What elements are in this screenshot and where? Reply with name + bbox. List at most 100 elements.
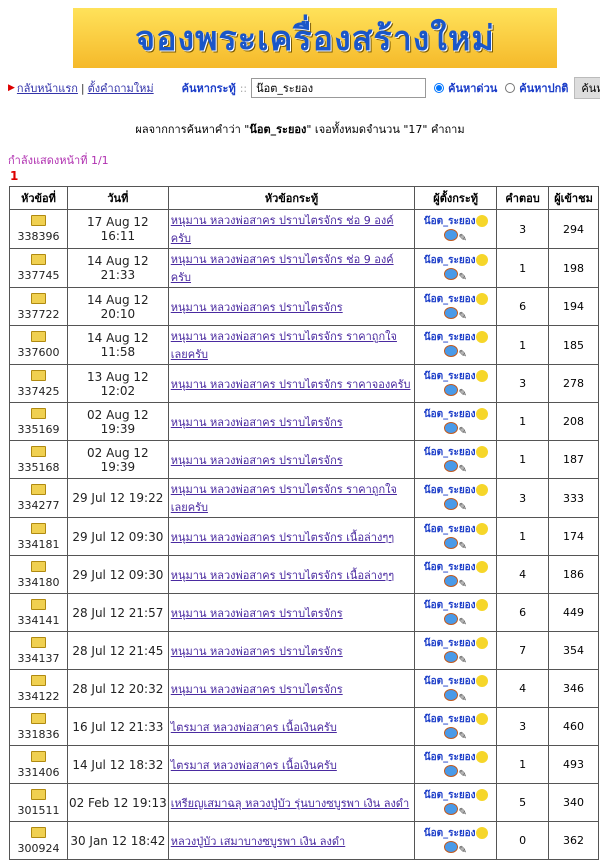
- author-name[interactable]: น๊อต_ระยอง: [423, 255, 476, 266]
- topic-id-cell: 334137: [9, 631, 68, 670]
- author-name[interactable]: น๊อต_ระยอง: [423, 408, 476, 420]
- topic-replies: 1: [496, 517, 550, 556]
- nav-bar: ▶ กลับหน้าแรก | ตั้งคำถามใหม่ ค้นหากระทู…: [8, 77, 600, 99]
- author-name[interactable]: น๊อต_ระยอง: [423, 485, 476, 496]
- topic-id: 334137: [17, 651, 60, 665]
- topic-date: 29 Jul 12 19:22: [66, 478, 169, 518]
- topic-title-link[interactable]: หนุมาน หลวงพ่อสาคร ปราบไตรจักร ช่อ 9 องค…: [170, 214, 394, 245]
- author-name[interactable]: น๊อต_ระยอง: [423, 216, 476, 227]
- topic-title-cell: หนุมาน หลวงพ่อสาคร ปราบไตรจักร: [167, 631, 416, 670]
- folder-icon: [30, 445, 46, 457]
- topic-title-link[interactable]: หนุมาน หลวงพ่อสาคร ปราบไตรจักร ราคาถูกใจ…: [170, 483, 397, 514]
- topic-date: 02 Aug 12 19:39: [66, 440, 169, 479]
- folder-icon: [30, 826, 46, 838]
- folder-icon: [30, 331, 46, 342]
- microphone-icon: ✎: [458, 844, 467, 856]
- mask-icon: [443, 268, 458, 280]
- topic-title-link[interactable]: หนุมาน หลวงพ่อสาคร ปราบไตรจักร: [170, 606, 343, 620]
- table-row: 301511 02 Feb 12 19:13 เหรียญเสมาฉลุ หลวงป…: [9, 783, 599, 822]
- radio-fast[interactable]: [434, 83, 445, 93]
- topic-id-cell: 338396: [9, 209, 68, 249]
- topic-title-link[interactable]: หลวงปู่บัว เสมาบางซบูรพา เงิน ลงดำ: [170, 834, 346, 848]
- author-name[interactable]: น๊อต_ระยอง: [423, 637, 476, 649]
- topic-author-cell: น๊อต_ระยอง ✎: [414, 707, 498, 746]
- table-row: 335169 02 Aug 12 19:39 หนุมาน หลวงพ่อสาคร …: [9, 402, 599, 441]
- author-name[interactable]: น๊อต_ระยอง: [423, 713, 476, 725]
- author-name[interactable]: น๊อต_ระยอง: [423, 675, 476, 687]
- microphone-icon: ✎: [458, 768, 467, 780]
- page-link-1[interactable]: 1: [10, 169, 19, 183]
- author-name[interactable]: น๊อต_ระยอง: [423, 827, 476, 839]
- topic-id-cell: 334180: [9, 555, 68, 594]
- topic-views: 346: [548, 669, 599, 708]
- mask-icon: [443, 574, 458, 587]
- mask-icon: [443, 764, 458, 777]
- topic-title-cell: หนุมาน หลวงพ่อสาคร ปราบไตรจักร: [167, 440, 416, 479]
- author-name[interactable]: น๊อต_ระยอง: [423, 789, 476, 801]
- topic-author-cell: น๊อต_ระยอง ✎: [414, 745, 498, 784]
- home-link[interactable]: กลับหน้าแรก: [16, 82, 78, 95]
- topic-author-cell: น๊อต_ระยอง ✎: [414, 631, 498, 670]
- topic-title-link[interactable]: หนุมาน หลวงพ่อสาคร ปราบไตรจักร ราคาถูกใจ…: [170, 330, 397, 361]
- radio-fast-search[interactable]: ค้นหาด่วน: [434, 79, 497, 97]
- topic-title-link[interactable]: หนุมาน หลวงพ่อสาคร ปราบไตรจักร ช่อ 9 องค…: [170, 253, 394, 284]
- radio-normal-label: ค้นหาปกติ: [519, 82, 569, 95]
- author-name[interactable]: น๊อต_ระยอง: [423, 523, 476, 535]
- author-name[interactable]: น๊อต_ระยอง: [423, 561, 476, 573]
- author-name[interactable]: น๊อต_ระยอง: [423, 751, 476, 763]
- folder-icon: [30, 522, 46, 534]
- topic-title-link[interactable]: เหรียญเสมาฉลุ หลวงปู่บัว รุ่นบางซบูรพา เ…: [170, 796, 410, 810]
- author-name[interactable]: น๊อต_ระยอง: [423, 370, 476, 382]
- table-header-row: หัวข้อที่ วันที่ หัวข้อกระทู้ ผู้ตั้งกระ…: [9, 186, 599, 210]
- microphone-icon: ✎: [458, 502, 467, 513]
- topic-id-cell: 337722: [9, 287, 68, 326]
- topic-title-link[interactable]: หนุมาน หลวงพ่อสาคร ปราบไตรจักร เนื้อล่าง…: [170, 568, 395, 582]
- table-row: 337425 13 Aug 12 12:02 หนุมาน หลวงพ่อสาคร …: [9, 364, 599, 403]
- author-name[interactable]: น๊อต_ระยอง: [423, 332, 476, 343]
- folder-icon: [30, 369, 46, 381]
- topic-id-cell: 300924: [9, 821, 68, 860]
- topic-replies: 6: [496, 287, 550, 326]
- topic-title-cell: หลวงปู่บัว เสมาบางซบูรพา เงิน ลงดำ: [167, 821, 416, 860]
- topic-title-cell: หนุมาน หลวงพ่อสาคร ปราบไตรจักร: [167, 593, 416, 632]
- topic-title-link[interactable]: หนุมาน หลวงพ่อสาคร ปราบไตรจักร เนื้อล่าง…: [170, 530, 395, 544]
- topic-date: 29 Jul 12 09:30: [66, 517, 169, 556]
- topic-id: 335168: [17, 460, 60, 474]
- topic-id-cell: 337425: [9, 364, 68, 403]
- microphone-icon: ✎: [458, 616, 467, 628]
- topic-title-link[interactable]: หนุมาน หลวงพ่อสาคร ปราบไตรจักร ราคาจองคร…: [170, 377, 411, 391]
- smiley-icon: [475, 674, 488, 687]
- topic-title-link[interactable]: หนุมาน หลวงพ่อสาคร ปราบไตรจักร: [170, 644, 343, 658]
- topic-id-cell: 335169: [9, 402, 68, 441]
- radio-normal-search[interactable]: ค้นหาปกติ: [505, 79, 568, 97]
- author-name[interactable]: น๊อต_ระยอง: [423, 446, 476, 458]
- header-date: วันที่: [66, 186, 169, 210]
- folder-icon: [30, 750, 46, 762]
- topic-title-link[interactable]: หนุมาน หลวงพ่อสาคร ปราบไตรจักร: [170, 415, 343, 429]
- topic-id: 334122: [17, 689, 60, 703]
- topic-title-link[interactable]: ไตรมาส หลวงพ่อสาคร เนื้อเงินครับ: [170, 758, 337, 772]
- topic-title-link[interactable]: หนุมาน หลวงพ่อสาคร ปราบไตรจักร: [170, 453, 343, 467]
- smiley-icon: [475, 292, 488, 305]
- topic-title-link[interactable]: หนุมาน หลวงพ่อสาคร ปราบไตรจักร: [170, 300, 343, 314]
- search-input[interactable]: [251, 78, 427, 98]
- microphone-icon: ✎: [458, 540, 467, 552]
- topic-views: 333: [548, 478, 599, 518]
- author-name[interactable]: น๊อต_ระยอง: [423, 293, 476, 305]
- smiley-icon: [475, 712, 488, 725]
- topic-date: 13 Aug 12 12:02: [66, 364, 169, 403]
- smiley-icon: [475, 254, 488, 266]
- mask-icon: [443, 840, 458, 853]
- mask-icon: [443, 726, 458, 739]
- topic-title-link[interactable]: ไตรมาส หลวงพ่อสาคร เนื้อเงินครับ: [170, 720, 337, 734]
- topic-replies: 1: [496, 745, 550, 784]
- author-name[interactable]: น๊อต_ระยอง: [423, 599, 476, 611]
- topic-title-link[interactable]: หนุมาน หลวงพ่อสาคร ปราบไตรจักร: [170, 682, 343, 696]
- topic-replies: 3: [496, 209, 550, 249]
- folder-icon: [30, 254, 46, 265]
- radio-normal[interactable]: [505, 83, 516, 93]
- topic-id-cell: 334181: [9, 517, 68, 556]
- search-button[interactable]: ค้นหา: [574, 77, 600, 99]
- topic-views: 449: [548, 593, 599, 632]
- new-question-link[interactable]: ตั้งคำถามใหม่: [87, 82, 154, 95]
